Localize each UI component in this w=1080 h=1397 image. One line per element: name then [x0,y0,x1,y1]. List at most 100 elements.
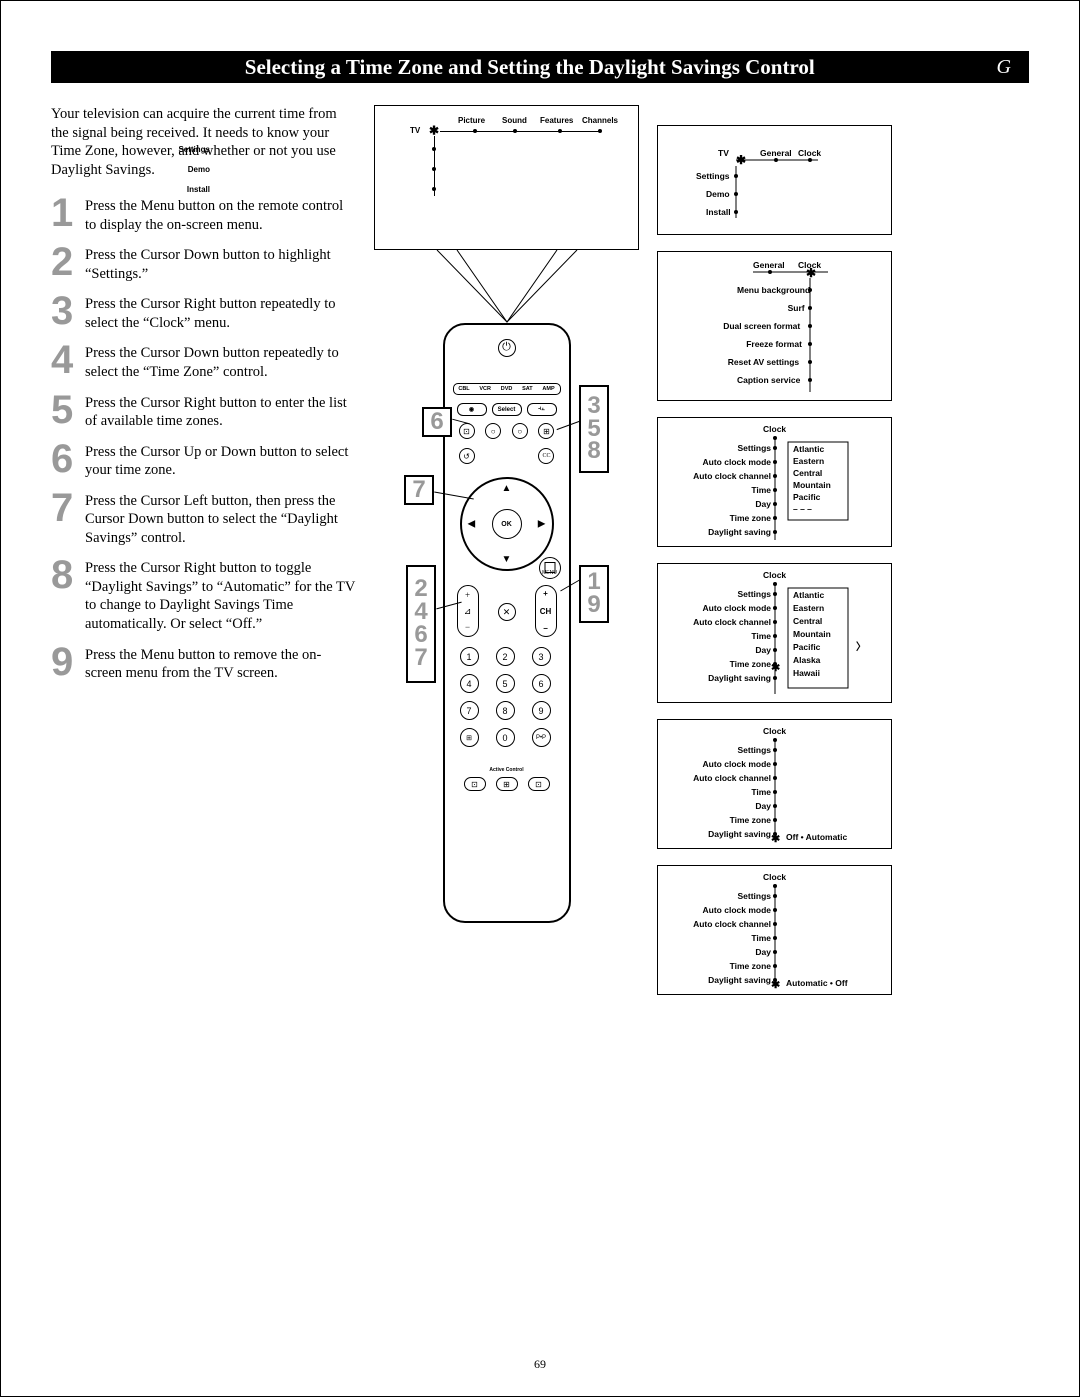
svg-text:Pacific: Pacific [793,642,821,652]
nav-ring[interactable]: OK ▲ ▼ ◀ ▶ [460,477,554,571]
key-1[interactable]: 1 [460,647,479,666]
lbl: Sound [502,116,527,125]
power-button[interactable] [498,339,516,357]
callout-num: 7 [414,647,427,670]
remote-control: CBL VCR DVD SAT AMP ◉ Select ⫞⫠ ⊡ ○ ○ ⊞ [443,323,571,923]
small-button[interactable]: ○ [512,423,528,439]
instructions-column: Your television can acquire the current … [51,105,356,995]
step-text: Press the Cursor Down button repeatedly … [85,342,356,381]
svg-text:Eastern: Eastern [793,603,824,613]
svg-text:Daylight saving: Daylight saving [708,975,771,985]
svg-text:Atlantic: Atlantic [793,444,824,454]
page-number: 69 [534,1357,546,1372]
lbl: Settings [178,145,210,154]
step-text: Press the Menu button to remove the on-s… [85,644,356,683]
page-title: Selecting a Time Zone and Setting the Da… [63,55,997,80]
volume-rocker[interactable]: +⊿− [457,585,479,637]
down-arrow-icon: ▼ [502,554,512,565]
lbl: Features [540,116,573,125]
mode-selector[interactable]: CBL VCR DVD SAT AMP [453,383,561,395]
lbl: Picture [458,116,485,125]
bottom-row: ⊡ ⊞ ⊡ [464,777,550,791]
step: 7Press the Cursor Left button, then pres… [51,490,356,548]
title-bar: Selecting a Time Zone and Setting the Da… [51,51,1029,83]
svg-text:Central: Central [793,468,822,478]
bottom-button[interactable]: ⊞ [496,777,518,791]
mute-button[interactable]: ✕ [498,603,516,621]
svg-text:General: General [760,148,792,158]
ok-button[interactable]: OK [492,509,522,539]
lbl: Demo [188,165,210,174]
menu-screen-1: TV General Clock ✱ Settings Demo Install [657,125,892,235]
channel-rocker[interactable]: +CH− [535,585,557,637]
bottom-button[interactable]: ⊡ [528,777,550,791]
key-prev[interactable]: P•P [532,728,551,747]
key-9[interactable]: 9 [532,701,551,720]
key-6[interactable]: 6 [532,674,551,693]
menu-screens-column: TV General Clock ✱ Settings Demo Install [657,105,892,995]
svg-text:Menu background: Menu background [737,285,810,295]
key-0[interactable]: 0 [496,728,515,747]
bottom-button[interactable]: ⊡ [464,777,486,791]
small-button[interactable]: ○ [485,423,501,439]
mode: SAT [522,386,533,392]
key-7[interactable]: 7 [460,701,479,720]
key-guide[interactable]: ⊞ [460,728,479,747]
svg-text:Auto clock channel: Auto clock channel [693,471,771,481]
key-4[interactable]: 4 [460,674,479,693]
menu-screen-4: Clock SettingsAuto clock modeAuto clock … [657,563,892,703]
step-number: 9 [51,644,85,680]
svg-text:Freeze format: Freeze format [746,339,802,349]
cc-button[interactable]: CC [538,448,554,464]
svg-text:Auto clock mode: Auto clock mode [703,457,772,467]
svg-text:✱: ✱ [771,662,780,674]
small-button[interactable]: ↺ [459,448,475,464]
svg-text:Settings: Settings [737,891,771,901]
key-3[interactable]: 3 [532,647,551,666]
menu-button[interactable]: MENU [539,557,561,579]
mode: DVD [501,386,513,392]
svg-text:Settings: Settings [737,443,771,453]
svg-text:Time zone: Time zone [730,659,772,669]
svg-text:Day: Day [755,801,771,811]
small-button[interactable]: ⊡ [459,423,475,439]
key-8[interactable]: 8 [496,701,515,720]
svg-text:〉: 〉 [856,640,866,653]
callout-num: 7 [412,476,425,504]
mode: CBL [458,386,469,392]
step-number: 8 [51,557,85,593]
step-text: Press the Cursor Up or Down button to se… [85,441,356,480]
remote-column: TV ✱ Picture Sound Features Channels [374,105,639,995]
step-number: 5 [51,392,85,428]
svg-text:Time: Time [751,485,771,495]
svg-text:Alaska: Alaska [793,655,821,665]
svg-text:✱: ✱ [806,266,816,280]
step-number: 7 [51,490,85,526]
step-text: Press the Cursor Down button to highligh… [85,244,356,283]
step-text: Press the Cursor Right button repeatedly… [85,293,356,332]
mode: VCR [479,386,491,392]
svg-text:Off • Automatic: Off • Automatic [786,832,847,842]
svg-text:Automatic • Off: Automatic • Off [786,978,848,988]
key-2[interactable]: 2 [496,647,515,666]
key-5[interactable]: 5 [496,674,515,693]
svg-text:Hawaii: Hawaii [793,668,820,678]
callout-num: 8 [587,440,600,463]
small-button[interactable]: ⊞ [538,423,554,439]
step: 8Press the Cursor Right button to toggle… [51,557,356,633]
svg-text:✱: ✱ [771,979,780,991]
svg-text:Daylight saving: Daylight saving [708,527,771,537]
step: 1Press the Menu button on the remote con… [51,195,356,234]
svg-text:Clock: Clock [763,872,786,882]
pill-button[interactable]: ◉ [457,403,487,416]
svg-text:Dual screen format: Dual screen format [723,321,800,331]
pill-button[interactable]: ⫞⫠ [527,403,557,416]
section-letter: G [997,56,1017,79]
select-button[interactable]: Select [492,403,522,416]
step-text: Press the Cursor Left button, then press… [85,490,356,548]
svg-text:– – –: – – – [793,504,812,514]
callout-box: 2 4 6 7 [406,565,436,683]
svg-text:Auto clock channel: Auto clock channel [693,617,771,627]
step: 6Press the Cursor Up or Down button to s… [51,441,356,480]
svg-text:Central: Central [793,616,822,626]
